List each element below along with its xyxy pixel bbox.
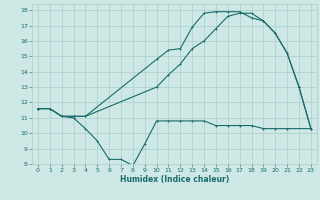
X-axis label: Humidex (Indice chaleur): Humidex (Indice chaleur) xyxy=(120,175,229,184)
